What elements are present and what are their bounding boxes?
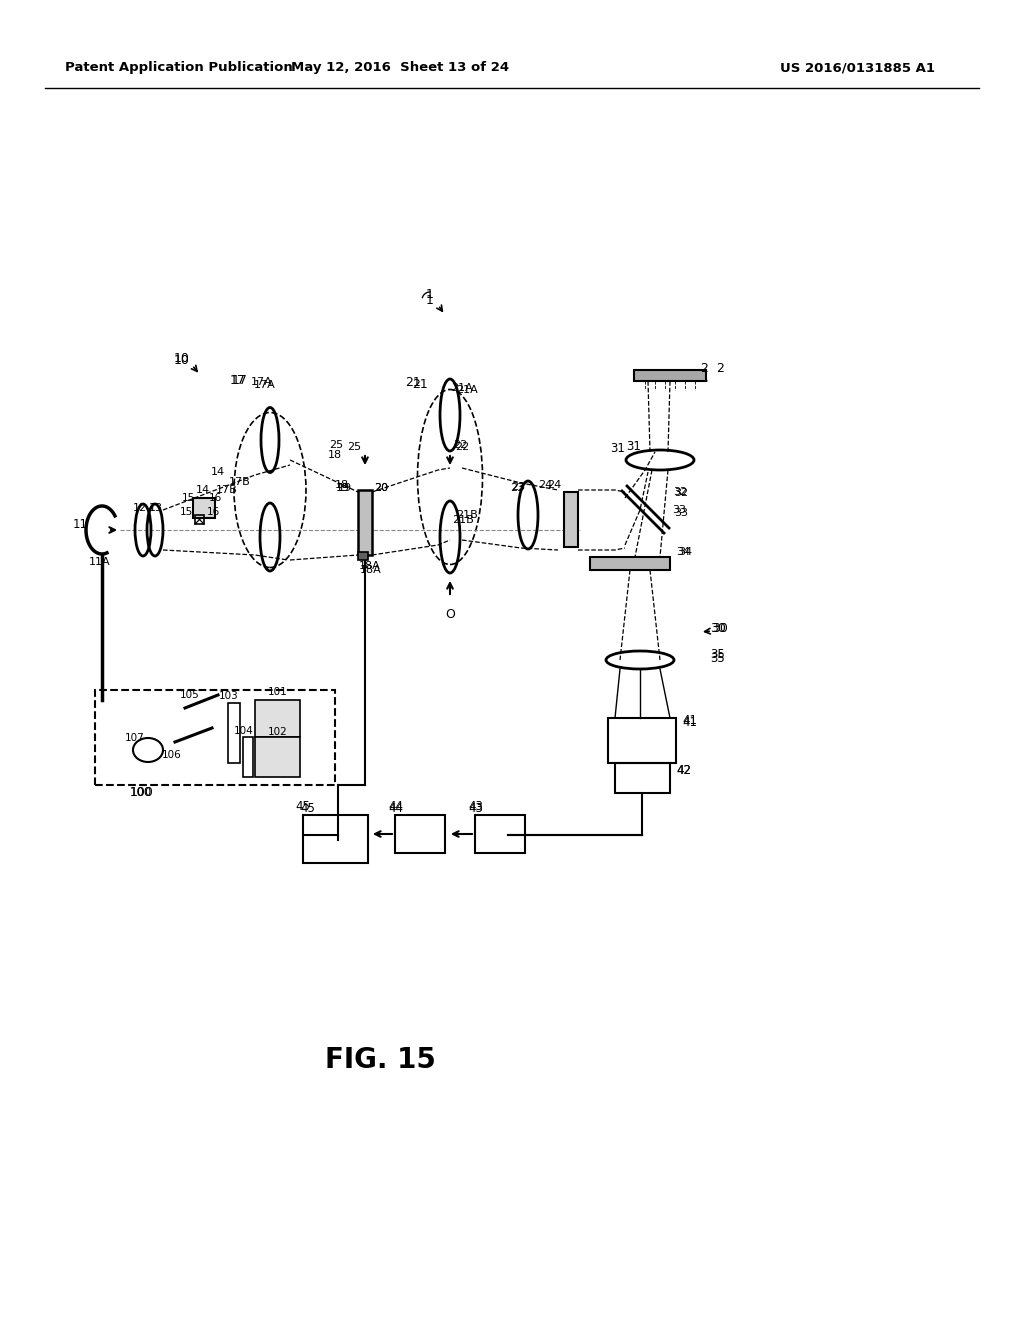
Text: 21B: 21B (453, 515, 474, 525)
Text: 22: 22 (455, 442, 469, 451)
Bar (303, 814, 368, 863)
Text: 13: 13 (150, 503, 163, 513)
Text: 10: 10 (174, 354, 189, 367)
Text: 32: 32 (673, 487, 687, 498)
Text: 42: 42 (676, 763, 691, 776)
Text: 30: 30 (712, 622, 728, 635)
Text: 16: 16 (209, 492, 222, 503)
Text: 22: 22 (453, 440, 467, 450)
Text: 21: 21 (406, 376, 421, 389)
Text: 101: 101 (268, 686, 288, 697)
Text: 18: 18 (328, 450, 342, 459)
Text: 2: 2 (700, 362, 708, 375)
Text: 1: 1 (426, 293, 434, 306)
Text: 19: 19 (338, 483, 352, 492)
Text: 11: 11 (73, 519, 88, 532)
Text: 15: 15 (181, 492, 195, 503)
Text: 43: 43 (469, 801, 483, 814)
Text: Patent Application Publication: Patent Application Publication (65, 62, 293, 74)
Text: 25: 25 (347, 442, 361, 451)
Bar (255, 700, 300, 737)
Text: 1: 1 (426, 289, 434, 301)
Text: 103: 103 (219, 690, 239, 701)
Text: 12: 12 (133, 503, 147, 513)
Text: US 2016/0131885 A1: US 2016/0131885 A1 (780, 62, 935, 74)
Text: 23: 23 (511, 482, 525, 492)
Text: 17A: 17A (251, 378, 272, 387)
Text: 32: 32 (674, 488, 688, 498)
Text: 100: 100 (130, 787, 154, 800)
Text: 24: 24 (538, 480, 552, 490)
Bar (358, 552, 368, 560)
Bar (564, 492, 578, 546)
Bar (358, 490, 372, 554)
Text: 25: 25 (329, 440, 343, 450)
Text: 18A: 18A (360, 565, 382, 576)
Bar (193, 498, 215, 517)
Text: 20: 20 (374, 483, 388, 492)
Bar (475, 814, 525, 853)
Text: 21B: 21B (456, 510, 478, 520)
Text: 18A: 18A (359, 561, 381, 572)
Text: 14: 14 (196, 484, 210, 495)
Text: 2: 2 (716, 362, 724, 375)
Bar (228, 704, 240, 763)
Bar (95, 690, 335, 785)
Bar (243, 737, 253, 777)
Text: 16: 16 (207, 507, 220, 517)
Text: 19: 19 (336, 483, 350, 492)
Text: 33: 33 (672, 506, 686, 515)
Text: 21A: 21A (452, 383, 473, 393)
Text: 20: 20 (374, 483, 388, 492)
Bar (590, 557, 670, 570)
Text: May 12, 2016  Sheet 13 of 24: May 12, 2016 Sheet 13 of 24 (291, 62, 509, 74)
Text: 21: 21 (412, 379, 428, 392)
Text: 30: 30 (710, 622, 726, 635)
Text: 42: 42 (676, 764, 691, 777)
Bar (255, 737, 300, 777)
Text: 17: 17 (232, 374, 248, 387)
Text: 41: 41 (682, 715, 697, 729)
Text: 41: 41 (682, 714, 697, 726)
Bar (608, 718, 676, 763)
Bar (615, 763, 670, 793)
Text: 17B: 17B (229, 477, 251, 487)
Text: 11A: 11A (89, 557, 111, 568)
Text: 107: 107 (125, 733, 144, 743)
Text: 10: 10 (174, 351, 189, 364)
Text: 24: 24 (547, 480, 561, 490)
Text: 100: 100 (130, 785, 153, 799)
Text: 31: 31 (627, 441, 641, 454)
Text: 15: 15 (180, 507, 193, 517)
Text: 43: 43 (468, 800, 483, 813)
Text: 33: 33 (674, 508, 688, 517)
Text: 35: 35 (710, 652, 725, 664)
Text: 21A: 21A (456, 385, 478, 395)
Bar (195, 515, 204, 524)
Text: 45: 45 (295, 800, 310, 813)
Text: 102: 102 (268, 727, 288, 737)
Text: 17A: 17A (254, 380, 275, 389)
Text: 34: 34 (678, 546, 692, 557)
Text: 35: 35 (710, 648, 725, 661)
Text: 45: 45 (301, 801, 315, 814)
Text: 31: 31 (610, 441, 625, 454)
Text: 104: 104 (234, 726, 254, 737)
Text: 23: 23 (510, 483, 524, 492)
Bar (395, 814, 445, 853)
Text: 17: 17 (230, 374, 246, 387)
Text: FIG. 15: FIG. 15 (325, 1045, 435, 1074)
Text: 44: 44 (388, 800, 403, 813)
Text: 106: 106 (162, 750, 182, 760)
Text: 44: 44 (388, 801, 403, 814)
Text: 17B: 17B (216, 484, 238, 495)
Text: 34: 34 (676, 546, 690, 557)
Text: 18: 18 (335, 480, 349, 490)
Text: 105: 105 (180, 690, 200, 700)
Text: 14: 14 (211, 467, 225, 477)
Bar (634, 370, 706, 381)
Text: O: O (445, 609, 455, 622)
